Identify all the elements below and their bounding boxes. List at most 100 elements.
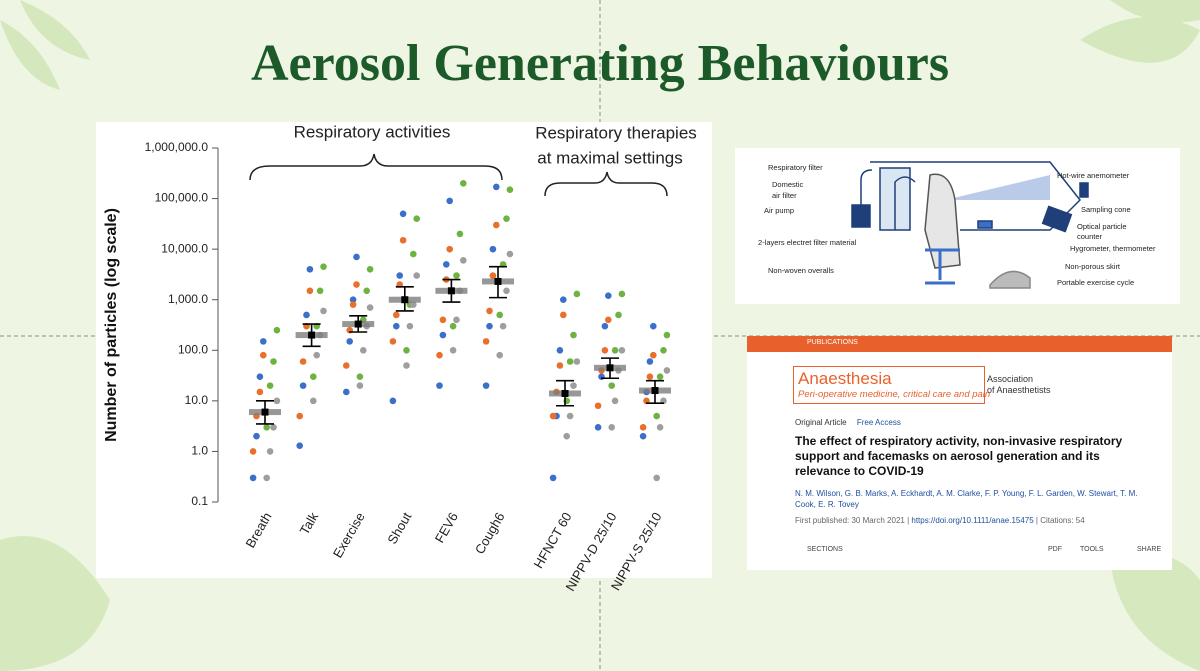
dot: [436, 382, 443, 389]
diagram-label: counter: [1077, 232, 1103, 241]
group-label: at maximal settings: [537, 148, 683, 167]
dot: [436, 351, 443, 359]
diagram-labels: Respiratory filter Domestic air filter Air …: [758, 163, 1156, 287]
dot: [439, 331, 447, 339]
pub-row: First published: 30 March 2021 | https:/…: [795, 516, 1085, 525]
dot: [270, 423, 277, 431]
nav-bar: PUBLICATIONS: [747, 336, 1172, 352]
dot: [456, 230, 464, 238]
dot: [306, 287, 314, 295]
dot: [260, 351, 267, 359]
dot: [403, 362, 410, 369]
y-tick-label: 10.0: [185, 393, 209, 407]
dot: [486, 322, 493, 330]
dot: [399, 236, 407, 244]
article-type: Original Article: [795, 418, 847, 427]
y-tick-label: 1.0: [191, 444, 208, 458]
chart: 0.1 1.0 10.0 100.0 1,000.0 10,000.0 100,000.0 1…: [103, 122, 697, 593]
y-tick-label: 100.0: [178, 342, 208, 356]
dot: [389, 338, 397, 345]
dot: [556, 346, 564, 354]
dot: [366, 265, 374, 273]
article-title: The effect of respiratory activity, non-…: [795, 434, 1123, 478]
dot: [653, 412, 660, 420]
mean-marker: [354, 320, 362, 328]
dot: [266, 382, 274, 389]
diagram-label: Hygrometer, thermometer: [1070, 244, 1156, 253]
group-label: Respiratory activities: [294, 122, 451, 141]
dot: [489, 272, 497, 279]
dot: [650, 351, 657, 359]
dot: [310, 397, 317, 405]
access: Free Access: [856, 418, 901, 427]
dot: [299, 382, 307, 389]
dot: [253, 432, 260, 440]
journal-name: Anaesthesia: [798, 369, 892, 388]
dot: [296, 442, 304, 449]
dot: [601, 346, 609, 354]
tool[interactable]: SHARE: [1137, 546, 1162, 553]
dot: [320, 307, 327, 315]
dot: [263, 474, 271, 482]
doi[interactable]: https://doi.org/10.1111/anae.15475: [911, 516, 1034, 525]
dot: [503, 215, 510, 222]
dot: [393, 311, 400, 319]
dot: [270, 358, 277, 365]
dot: [346, 338, 354, 345]
y-tick-label: 0.1: [191, 494, 208, 508]
dot: [549, 412, 557, 420]
dot: [486, 307, 493, 315]
dot: [563, 432, 570, 440]
dot: [343, 388, 350, 396]
dot: [363, 287, 371, 295]
dot: [343, 362, 350, 369]
dot: [549, 474, 557, 482]
dot: [605, 316, 612, 324]
diagram-label: Air pump: [764, 206, 794, 215]
tool[interactable]: SECTIONS: [807, 546, 843, 553]
dot: [410, 301, 417, 308]
dot: [313, 351, 321, 359]
dot: [249, 474, 257, 482]
dot: [453, 316, 460, 324]
dot: [453, 272, 460, 279]
dot: [594, 423, 602, 431]
group-label: Respiratory therapies: [535, 123, 697, 142]
dot: [560, 311, 567, 319]
dot: [449, 346, 457, 354]
mean-marker: [447, 287, 455, 295]
brace: [249, 153, 503, 181]
diagram-label: Sampling cone: [1081, 205, 1131, 214]
y-tick-label: 1,000,000.0: [145, 140, 209, 154]
dot: [353, 253, 360, 261]
dot: [608, 382, 615, 389]
dot: [389, 397, 397, 405]
dot: [356, 373, 364, 381]
diagram-drawing: [851, 161, 1089, 289]
tool[interactable]: TOOLS: [1080, 546, 1104, 553]
dot: [639, 423, 647, 431]
dot: [256, 373, 264, 381]
dot: [320, 263, 327, 270]
association: Association of Anaesthetists: [987, 374, 1051, 396]
dot: [249, 448, 257, 455]
dot: [306, 265, 314, 273]
y-axis-label: Number of particles (log scale): [103, 208, 120, 442]
dot: [413, 272, 421, 279]
mean-marker: [308, 331, 316, 339]
citations: Citations: 54: [1040, 516, 1085, 525]
dot: [601, 322, 609, 330]
dot: [656, 423, 664, 431]
dot: [366, 304, 374, 311]
dot: [650, 322, 657, 330]
y-tick-label: 10,000.0: [161, 241, 208, 255]
tool[interactable]: PDF: [1048, 546, 1062, 553]
dot: [611, 397, 619, 405]
dot: [443, 261, 450, 268]
diagram-label: Hot-wire anemometer: [1057, 171, 1130, 180]
dot: [446, 197, 454, 205]
dot: [296, 412, 304, 420]
slide-title: Aerosol Generating Behaviours: [251, 35, 949, 92]
